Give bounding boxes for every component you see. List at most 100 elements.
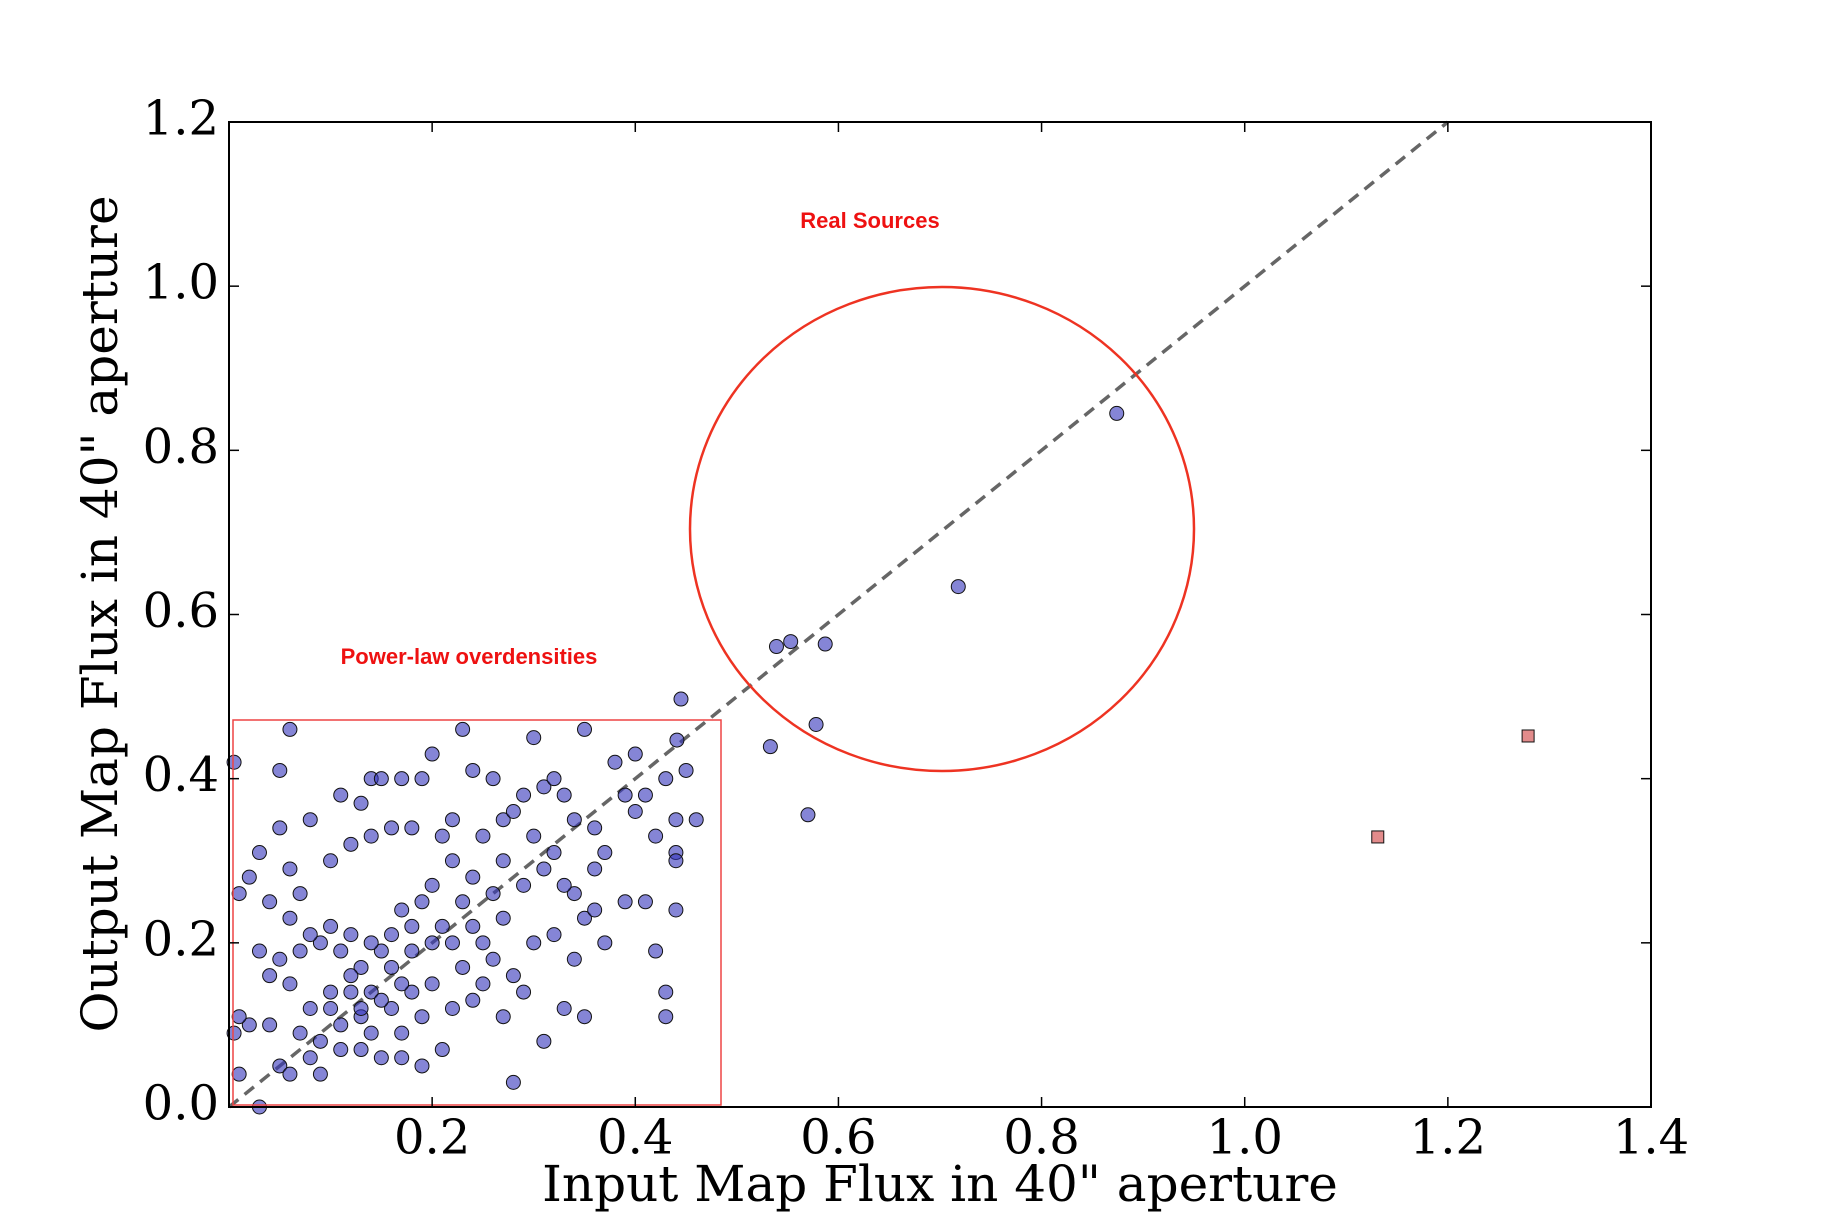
point xyxy=(394,902,410,918)
point xyxy=(637,894,653,910)
point xyxy=(597,845,613,861)
point xyxy=(465,869,481,885)
point xyxy=(404,943,420,959)
point xyxy=(262,968,278,984)
point xyxy=(424,976,440,992)
point xyxy=(526,935,542,951)
annotation: Real Sources xyxy=(800,208,939,233)
point xyxy=(384,820,400,836)
point xyxy=(648,943,664,959)
point xyxy=(333,1017,349,1033)
point xyxy=(373,992,389,1008)
point xyxy=(231,1066,247,1082)
point xyxy=(783,634,799,650)
point xyxy=(1109,405,1125,421)
point xyxy=(424,877,440,893)
point xyxy=(536,1033,552,1049)
point xyxy=(226,754,242,770)
point xyxy=(282,861,298,877)
point xyxy=(485,886,501,902)
point xyxy=(768,639,784,655)
point xyxy=(668,812,684,828)
point xyxy=(668,853,684,869)
point xyxy=(262,1017,278,1033)
point xyxy=(384,959,400,975)
point xyxy=(597,935,613,951)
point xyxy=(617,787,633,803)
point xyxy=(312,1066,328,1082)
point xyxy=(566,886,582,902)
point xyxy=(800,807,816,823)
point xyxy=(444,853,460,869)
point xyxy=(282,1066,298,1082)
point xyxy=(384,927,400,943)
point xyxy=(556,787,572,803)
point xyxy=(302,1050,318,1066)
point xyxy=(312,935,328,951)
point xyxy=(251,845,267,861)
point xyxy=(363,984,379,1000)
point xyxy=(475,935,491,951)
point xyxy=(363,828,379,844)
point xyxy=(353,1001,369,1016)
point xyxy=(485,771,501,787)
point xyxy=(546,845,562,861)
y-tick-label: 0.6 xyxy=(143,583,219,639)
point xyxy=(282,976,298,992)
x-tick-label: 0.4 xyxy=(597,1110,673,1166)
point xyxy=(394,1050,410,1066)
point xyxy=(587,861,603,877)
point xyxy=(282,721,298,737)
point xyxy=(323,853,339,869)
y-tick-label: 0.4 xyxy=(143,747,219,803)
point xyxy=(323,1001,339,1016)
point xyxy=(668,902,684,918)
point xyxy=(577,1009,592,1025)
point xyxy=(343,968,359,984)
point xyxy=(363,935,379,951)
point xyxy=(658,984,674,1000)
x-tick-label: 1.0 xyxy=(1207,1110,1283,1166)
point xyxy=(404,984,420,1000)
point xyxy=(373,771,389,787)
point xyxy=(658,1009,674,1025)
y-tick-label: 1.0 xyxy=(143,255,219,311)
point xyxy=(394,976,410,992)
point xyxy=(627,804,643,819)
y-tick-label: 0.0 xyxy=(143,1076,219,1132)
point xyxy=(292,943,308,959)
point xyxy=(404,918,420,934)
point xyxy=(262,894,278,910)
point xyxy=(302,927,318,943)
point xyxy=(556,877,572,893)
point xyxy=(333,787,349,803)
point xyxy=(516,984,532,1000)
point xyxy=(587,820,603,836)
point xyxy=(333,943,349,959)
point xyxy=(394,771,410,787)
point xyxy=(363,1025,379,1041)
y-tick-label: 1.2 xyxy=(143,91,219,147)
point xyxy=(444,812,460,828)
point xyxy=(373,943,389,959)
point xyxy=(950,579,966,595)
point xyxy=(617,894,633,910)
point xyxy=(424,935,440,951)
point xyxy=(343,836,359,852)
point xyxy=(465,918,481,934)
point xyxy=(323,918,339,934)
overdensity-box xyxy=(232,719,722,1106)
point xyxy=(455,959,471,975)
point xyxy=(282,910,298,926)
point xyxy=(648,828,664,844)
point xyxy=(678,762,694,778)
real-sources-circle xyxy=(688,285,1196,773)
point xyxy=(587,902,603,918)
point xyxy=(637,787,653,803)
point xyxy=(272,951,288,967)
point xyxy=(526,730,542,746)
point xyxy=(1371,830,1385,844)
point xyxy=(302,812,318,828)
point xyxy=(688,812,704,828)
y-tick-label: 0.2 xyxy=(143,911,219,967)
